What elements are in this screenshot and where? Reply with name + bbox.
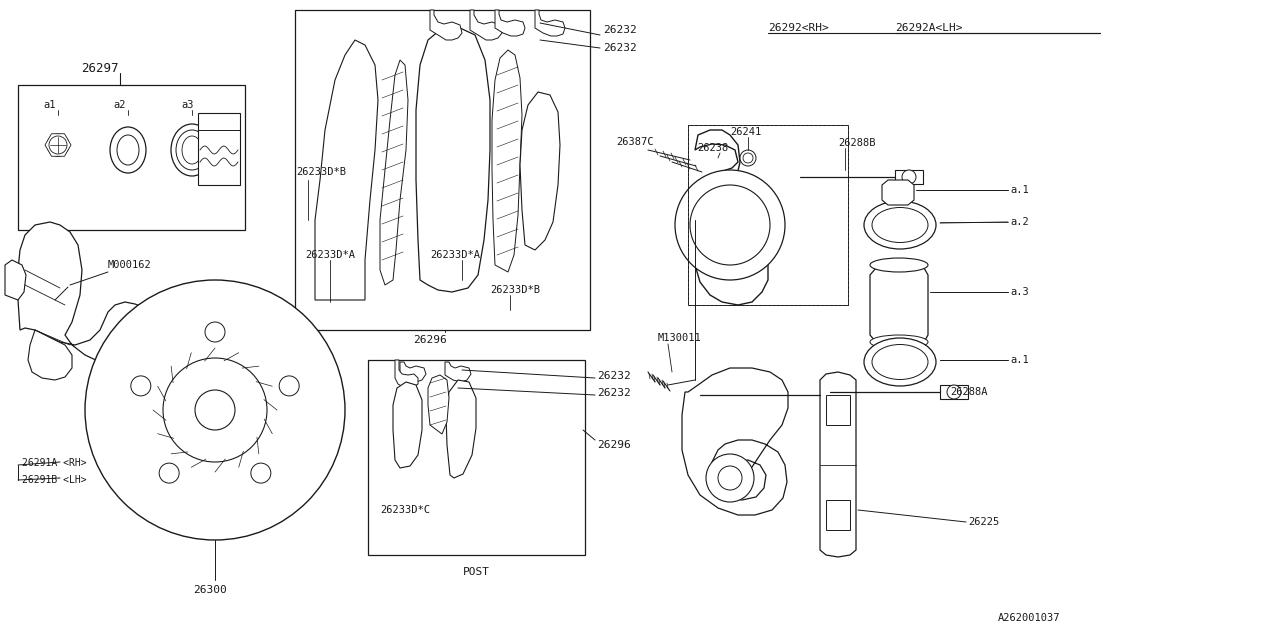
Circle shape [740, 150, 756, 166]
Text: a2: a2 [114, 100, 127, 110]
Text: 26233D*A: 26233D*A [305, 250, 355, 260]
Polygon shape [380, 60, 408, 285]
Circle shape [947, 385, 961, 399]
Text: M000162: M000162 [108, 260, 152, 270]
Circle shape [718, 466, 742, 490]
Circle shape [195, 390, 236, 430]
Polygon shape [692, 130, 768, 305]
Text: M130011: M130011 [658, 333, 701, 343]
Bar [895, 170, 923, 184]
Bar [198, 113, 241, 185]
Polygon shape [495, 10, 525, 36]
Ellipse shape [870, 335, 928, 349]
Ellipse shape [110, 127, 146, 173]
Polygon shape [315, 40, 378, 300]
Circle shape [49, 136, 67, 154]
Text: 26291B <LH>: 26291B <LH> [22, 475, 87, 485]
Polygon shape [882, 180, 914, 205]
Ellipse shape [872, 344, 928, 380]
Text: 26232: 26232 [596, 388, 631, 398]
Text: 26296: 26296 [413, 335, 447, 345]
Polygon shape [401, 362, 426, 382]
Text: 26232: 26232 [603, 25, 636, 35]
Polygon shape [520, 92, 561, 250]
Polygon shape [682, 368, 788, 515]
Polygon shape [492, 50, 522, 272]
Polygon shape [430, 10, 462, 40]
Text: a.3: a.3 [1010, 287, 1029, 297]
Circle shape [47, 134, 69, 156]
Text: 26225: 26225 [968, 517, 1000, 527]
Polygon shape [396, 360, 419, 388]
Polygon shape [18, 222, 157, 365]
Text: 26288B: 26288B [838, 138, 876, 148]
Text: 26291A <RH>: 26291A <RH> [22, 458, 87, 468]
Polygon shape [535, 10, 564, 36]
Polygon shape [428, 375, 449, 434]
Text: 26300: 26300 [193, 585, 227, 595]
Ellipse shape [116, 135, 140, 165]
Text: a.1: a.1 [1010, 185, 1029, 195]
Polygon shape [28, 330, 72, 380]
Circle shape [84, 280, 346, 540]
Text: 26233D*B: 26233D*B [296, 167, 346, 177]
Bar [826, 500, 850, 530]
Circle shape [163, 358, 268, 462]
Text: a1: a1 [44, 100, 56, 110]
Text: 26296: 26296 [596, 440, 631, 450]
Text: 26387C: 26387C [616, 137, 654, 147]
Circle shape [205, 322, 225, 342]
Ellipse shape [177, 130, 209, 170]
Polygon shape [470, 10, 502, 40]
Circle shape [51, 142, 65, 156]
Circle shape [690, 185, 771, 265]
Circle shape [742, 153, 753, 163]
Bar [940, 385, 968, 399]
Bar [294, 10, 590, 330]
Polygon shape [416, 28, 490, 292]
Ellipse shape [182, 136, 202, 164]
Circle shape [675, 170, 785, 280]
Polygon shape [445, 380, 476, 478]
Circle shape [159, 463, 179, 483]
Polygon shape [870, 265, 928, 342]
Polygon shape [820, 372, 856, 557]
Circle shape [279, 376, 300, 396]
Text: 26233D*C: 26233D*C [380, 505, 430, 515]
Circle shape [131, 376, 151, 396]
Ellipse shape [172, 124, 212, 176]
Polygon shape [393, 382, 422, 468]
Circle shape [49, 138, 67, 156]
Ellipse shape [864, 201, 936, 249]
Bar [689, 125, 849, 305]
Text: a.1: a.1 [1010, 355, 1029, 365]
Text: 26292A<LH>: 26292A<LH> [895, 23, 963, 33]
Polygon shape [45, 134, 70, 156]
Text: 26232: 26232 [603, 43, 636, 53]
Text: POST: POST [462, 567, 489, 577]
Text: a3: a3 [182, 100, 195, 110]
Polygon shape [5, 260, 26, 300]
Text: 26292<RH>: 26292<RH> [768, 23, 828, 33]
Bar [689, 125, 849, 305]
Polygon shape [445, 362, 471, 382]
Circle shape [902, 170, 916, 184]
Ellipse shape [864, 338, 936, 386]
Text: 26241: 26241 [730, 127, 762, 137]
Text: a.2: a.2 [1010, 217, 1029, 227]
Text: 26297: 26297 [81, 61, 119, 74]
Circle shape [707, 454, 754, 502]
Text: 26288A: 26288A [950, 387, 987, 397]
Bar [18, 85, 244, 230]
Ellipse shape [872, 207, 928, 243]
Text: 26238: 26238 [698, 143, 728, 153]
Ellipse shape [870, 258, 928, 272]
Bar [369, 360, 585, 555]
Text: 26233D*A: 26233D*A [430, 250, 480, 260]
Text: A262001037: A262001037 [997, 613, 1060, 623]
Circle shape [251, 463, 271, 483]
Text: 26232: 26232 [596, 371, 631, 381]
Bar [826, 395, 850, 425]
Text: 26233D*B: 26233D*B [490, 285, 540, 295]
